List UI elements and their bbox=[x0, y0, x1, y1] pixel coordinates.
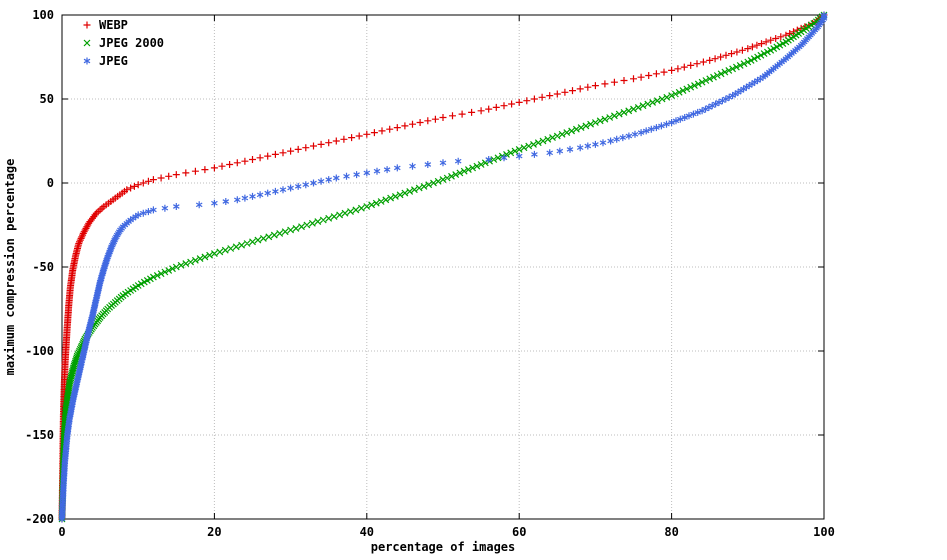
x-tick-label: 20 bbox=[207, 525, 221, 539]
cross-marker-icon bbox=[83, 39, 91, 47]
y-tick-label: -200 bbox=[25, 512, 54, 526]
x-tick-label: 100 bbox=[813, 525, 835, 539]
x-tick-label: 80 bbox=[664, 525, 678, 539]
x-tick-label: 60 bbox=[512, 525, 526, 539]
y-tick-label: 50 bbox=[40, 92, 54, 106]
x-tick-label: 40 bbox=[360, 525, 374, 539]
y-tick-label: -50 bbox=[32, 260, 54, 274]
x-axis-label: percentage of images bbox=[370, 540, 516, 554]
legend: WEBP JPEG 2000 JPEG bbox=[83, 18, 164, 68]
y-tick-label: 100 bbox=[32, 8, 54, 22]
series-jpeg-markers bbox=[58, 11, 828, 523]
y-tick-label: -100 bbox=[25, 344, 54, 358]
asterisk-marker-icon bbox=[83, 57, 91, 65]
plus-marker-icon bbox=[83, 21, 91, 29]
x-tick-label: 0 bbox=[58, 525, 65, 539]
y-tick-label: -150 bbox=[25, 428, 54, 442]
legend-label: JPEG bbox=[99, 54, 128, 68]
y-tick-label: 0 bbox=[47, 176, 54, 190]
legend-label: WEBP bbox=[99, 18, 128, 32]
legend-label: JPEG 2000 bbox=[99, 36, 164, 50]
tick-labels: 100 50 0 -50 -100 -150 -200 0 20 40 60 80 100 bbox=[25, 8, 835, 539]
y-axis-label: maximum compression percentage bbox=[3, 158, 17, 376]
